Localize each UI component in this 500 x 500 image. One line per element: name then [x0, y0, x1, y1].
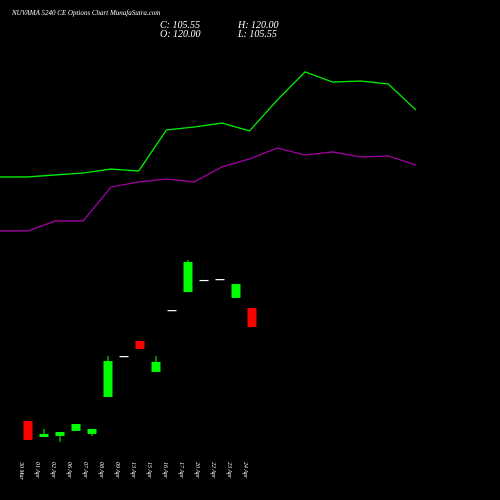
candle-body — [247, 308, 257, 328]
x-tick-label: 06 Apr — [66, 462, 72, 479]
x-tick-label: 07 Apr — [82, 462, 88, 479]
x-tick-label: 01 Apr — [34, 462, 40, 479]
candle-body — [183, 261, 193, 293]
candle-body — [215, 279, 225, 281]
candle-body — [55, 431, 65, 436]
close-text: C: 105.55 — [160, 20, 200, 31]
chart-title: NUVAMA 5240 CE Options Chart MunafaSutra… — [11, 9, 160, 17]
candle-body — [71, 423, 81, 431]
x-tick-label: 13 Apr — [130, 462, 136, 479]
candle-body — [103, 361, 113, 398]
candle-body — [39, 433, 49, 437]
candle-body — [119, 356, 129, 358]
x-tick-label: 08 Apr — [98, 462, 104, 479]
x-tick-label: 23 Apr — [226, 462, 232, 479]
x-tick-label: 24 Apr — [242, 462, 249, 479]
x-tick-label: 22 Apr — [210, 462, 216, 479]
candle-body — [151, 361, 161, 372]
candle-body — [167, 310, 177, 312]
candle-body — [199, 279, 209, 282]
open-text: O: 120.00 — [160, 29, 201, 40]
candle-body — [23, 420, 33, 441]
x-tick-label: 17 Apr — [178, 462, 184, 479]
x-tick-label: 30 Mar — [18, 461, 24, 480]
x-tick-label: 09 Apr — [114, 462, 120, 479]
candle-body — [135, 340, 145, 349]
x-tick-label: 02 Apr — [50, 462, 56, 479]
indicator-line — [0, 147, 417, 232]
low-text: L: 105.55 — [237, 29, 277, 40]
candle-body — [231, 284, 241, 298]
x-tick-label: 16 Apr — [162, 462, 168, 479]
high-text: H: 120.00 — [237, 20, 279, 31]
x-tick-label: 15 Apr — [146, 462, 152, 479]
candle-body — [87, 428, 97, 434]
indicator-line — [0, 71, 417, 178]
x-tick-label: 20 Apr — [194, 462, 200, 479]
